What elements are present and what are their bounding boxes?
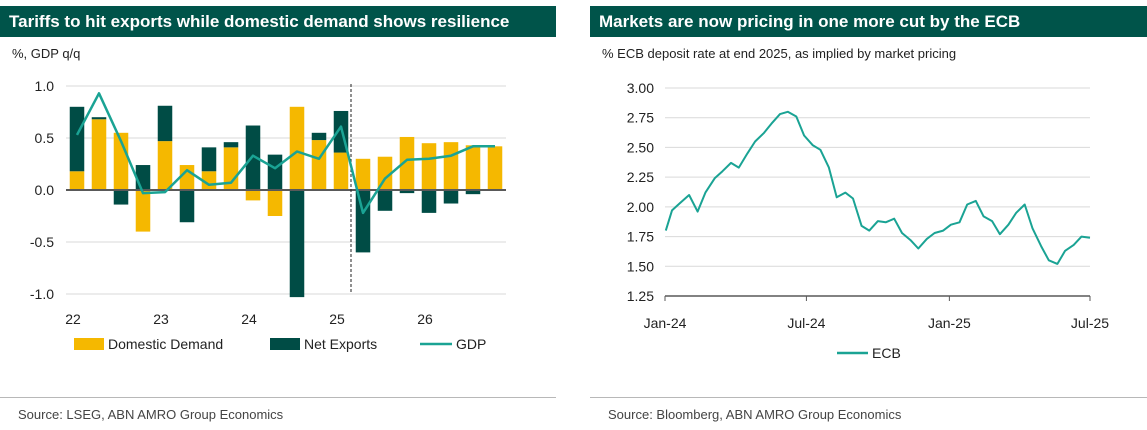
y-tick-label: 0.5 <box>35 130 55 146</box>
y-tick-label: 1.75 <box>627 229 654 245</box>
domestic-demand-bar <box>399 136 415 190</box>
domestic-demand-bar <box>69 171 85 190</box>
y-tick-label: 2.75 <box>627 110 654 126</box>
x-year-label: 24 <box>241 311 257 327</box>
y-tick-label: -0.5 <box>30 234 54 250</box>
left-chart-title: Tariffs to hit exports while domestic de… <box>0 6 556 37</box>
right-chart-subtitle: % ECB deposit rate at end 2025, as impli… <box>602 46 957 61</box>
y-tick-label: 1.0 <box>35 78 55 94</box>
domestic-demand-bar <box>333 152 349 190</box>
domestic-demand-bar <box>443 142 459 190</box>
left-source-divider <box>0 397 556 398</box>
x-tick-label: Jan-24 <box>644 315 687 331</box>
domestic-demand-bar <box>135 190 151 232</box>
net-exports-bar <box>421 190 437 213</box>
domestic-demand-bar <box>311 140 327 190</box>
legend-label-gdp: GDP <box>456 336 486 352</box>
net-exports-bar <box>91 117 107 120</box>
x-year-label: 26 <box>417 311 433 327</box>
net-exports-bar <box>69 106 85 172</box>
domestic-demand-bar <box>355 158 371 190</box>
net-exports-bar <box>311 132 327 141</box>
net-exports-bar <box>289 190 305 298</box>
net-exports-bar <box>267 154 283 190</box>
net-exports-bar <box>135 165 151 190</box>
x-tick-label: Jan-25 <box>928 315 971 331</box>
y-tick-label: 2.25 <box>627 169 654 185</box>
y-tick-label: 2.50 <box>627 139 654 155</box>
domestic-demand-bar <box>487 146 503 190</box>
domestic-demand-bar <box>179 165 195 190</box>
legend-label-net-exports: Net Exports <box>304 336 377 352</box>
right-source-divider <box>590 397 1147 398</box>
right-chart-panel: Markets are now pricing in one more cut … <box>590 0 1147 430</box>
y-tick-label: 1.25 <box>627 288 654 304</box>
domestic-demand-bar <box>245 190 261 201</box>
net-exports-bar <box>355 190 371 253</box>
gdp-line <box>75 92 495 215</box>
y-tick-label: 0.0 <box>35 182 55 198</box>
net-exports-bar <box>157 105 173 142</box>
left-chart-panel: Tariffs to hit exports while domestic de… <box>0 0 556 430</box>
ecb-rate-chart: 3.00 2.75 2.50 2.25 2.00 1.75 1.50 1.25 Jan-24 Ju… <box>627 80 1110 361</box>
y-tick-label: 1.50 <box>627 258 654 274</box>
ecb-line <box>664 110 1091 265</box>
x-year-label: 25 <box>329 311 345 327</box>
y-tick-label: -1.0 <box>30 286 54 302</box>
domestic-demand-bar <box>421 143 437 190</box>
domestic-demand-bar <box>465 145 481 190</box>
domestic-demand-bar <box>91 119 107 190</box>
domestic-demand-bar <box>377 156 393 190</box>
net-exports-bar <box>465 190 481 195</box>
net-exports-bar <box>201 147 217 172</box>
x-tick-label: Jul-24 <box>787 315 825 331</box>
domestic-demand-bar <box>157 141 173 190</box>
legend-label-ecb: ECB <box>872 345 901 361</box>
y-tick-label: 3.00 <box>627 80 654 96</box>
legend-swatch-net-exports <box>270 338 300 350</box>
net-exports-bar <box>179 190 195 223</box>
domestic-demand-bar <box>267 190 283 216</box>
net-exports-bar <box>245 125 261 190</box>
left-source-note: Source: LSEG, ABN AMRO Group Economics <box>18 407 284 422</box>
domestic-demand-bar <box>289 106 305 190</box>
legend-swatch-domestic-demand <box>74 338 104 350</box>
legend-label-domestic-demand: Domestic Demand <box>108 336 223 352</box>
net-exports-bar <box>223 142 239 148</box>
net-exports-bar <box>113 190 129 205</box>
x-year-label: 22 <box>65 311 81 327</box>
x-year-label: 23 <box>153 311 169 327</box>
y-tick-label: 2.00 <box>627 199 654 215</box>
x-tick-label: Jul-25 <box>1071 315 1109 331</box>
gdp-contribution-chart: 1.0 0.5 0.0 -0.5 -1.0 22 23 24 25 26 Domestic Dema… <box>30 78 506 352</box>
net-exports-bar <box>443 190 459 204</box>
net-exports-bar <box>377 190 393 211</box>
left-chart-subtitle: %, GDP q/q <box>12 46 81 61</box>
net-exports-bar <box>399 190 415 194</box>
right-source-note: Source: Bloomberg, ABN AMRO Group Econom… <box>608 407 902 422</box>
right-chart-title: Markets are now pricing in one more cut … <box>590 6 1147 37</box>
